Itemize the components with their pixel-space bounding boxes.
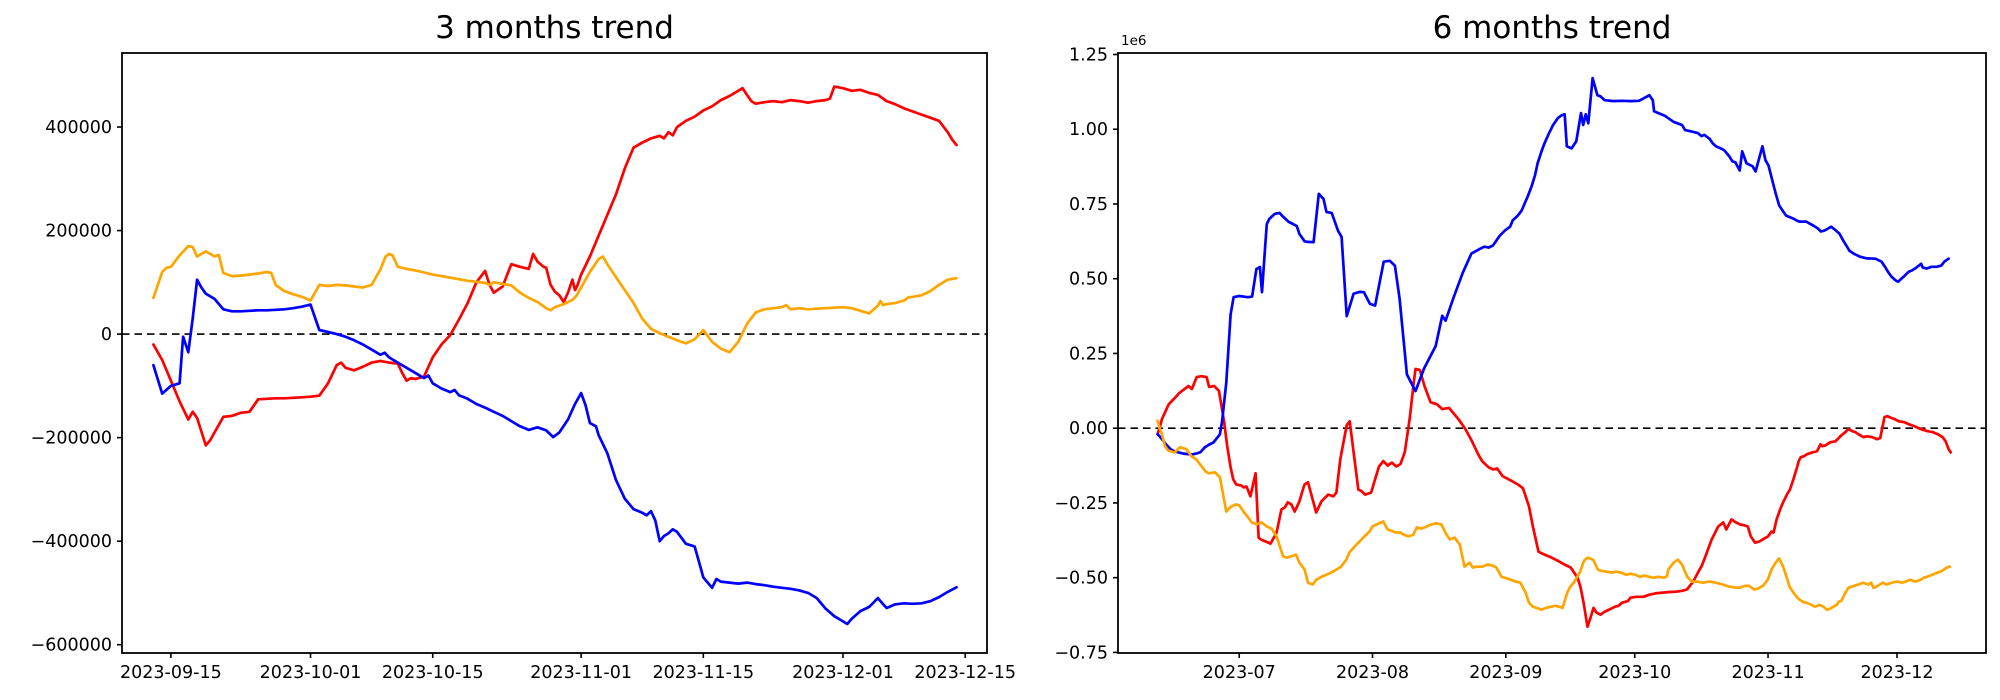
y-tick-label: −0.50 [1054,569,1108,589]
y-tick-label: 0 [101,325,112,345]
y-tick-label: −200000 [31,429,112,449]
y-tick-label: −600000 [31,636,112,656]
axes-box [121,52,988,654]
series-orange [1156,419,1952,612]
series-blue [152,278,958,626]
x-tick-label: 2023-11-01 [530,663,632,683]
y-tick-label: 1.25 [1069,45,1108,65]
x-tick-label: 2023-08 [1336,663,1409,683]
series-red [1156,367,1953,629]
y-tick-label: 200000 [45,222,112,242]
x-tick-label: 2023-10 [1598,663,1671,683]
x-tick-label: 2023-09 [1469,663,1542,683]
y-tick-label: 400000 [45,118,112,138]
series-blue [1156,76,1950,456]
x-tick-label: 2023-11 [1731,663,1804,683]
y-tick-label: −0.25 [1054,494,1108,514]
axes-left: 400000 200000 0 −200000 −400000 −600000 2023-0… [31,52,1016,683]
y-axis-offset-label: 1e6 [1121,33,1147,49]
x-tick-label: 2023-12-15 [914,663,1016,683]
series-orange [152,244,958,354]
y-tick-label: 0.50 [1069,270,1108,290]
y-tick-label: 0.75 [1069,195,1108,215]
x-tick-label: 2023-12-01 [792,663,894,683]
x-tick-label: 2023-10-01 [260,663,362,683]
chart-title-6-months: 6 months trend [1432,10,1672,46]
x-tick-label: 2023-10-15 [382,663,484,683]
y-tick-label: −400000 [31,532,112,552]
chart-title-3-months: 3 months trend [435,10,674,46]
y-tick-label: −0.75 [1054,643,1108,663]
x-tick-label: 2023-12 [1860,663,1933,683]
y-tick-label: 0.25 [1069,344,1108,364]
axes-right: 1.25 1.00 0.75 0.50 0.25 0.00 −0.25 −0.50 −0.75 2… [1054,45,1987,683]
y-tick-label: 0.00 [1069,419,1108,439]
x-tick-label: 2023-07 [1203,663,1276,683]
x-tick-label: 2023-09-15 [120,663,222,683]
y-tick-label: 1.00 [1069,120,1108,140]
series-red [152,85,958,447]
x-tick-label: 2023-11-15 [652,663,754,683]
axes-box [1117,52,1987,654]
